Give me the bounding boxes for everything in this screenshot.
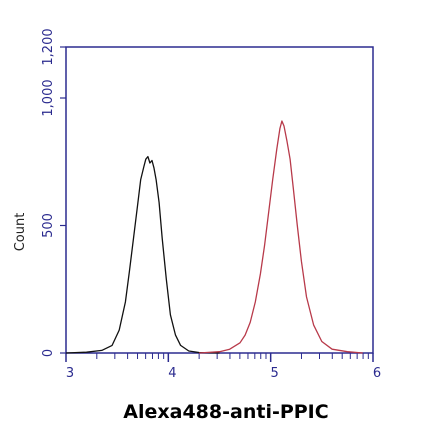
y-tick-label: 500 — [41, 213, 56, 238]
x-tick-label: 3 — [66, 366, 74, 381]
x-axis-label: Alexa488-anti-PPIC — [123, 401, 328, 423]
y-tick-label: 1,000 — [41, 79, 56, 116]
plot-frame — [65, 46, 374, 354]
x-axis-ticks: 3 4 5 6 — [65, 353, 381, 381]
y-tick-label: 0 — [41, 349, 56, 357]
series-line-2 — [198, 120, 363, 354]
y-axis-ticks: 0 500 1,000 1,200 — [41, 28, 66, 357]
series-layer — [65, 120, 363, 354]
plot-border — [65, 46, 374, 354]
x-tick-label: 5 — [271, 366, 279, 381]
x-tick-label: 4 — [168, 366, 176, 381]
y-axis-label: Count — [13, 213, 28, 252]
y-tick-label: 1,200 — [41, 28, 56, 65]
x-tick-label: 6 — [373, 366, 381, 381]
series-line-1 — [65, 155, 220, 354]
